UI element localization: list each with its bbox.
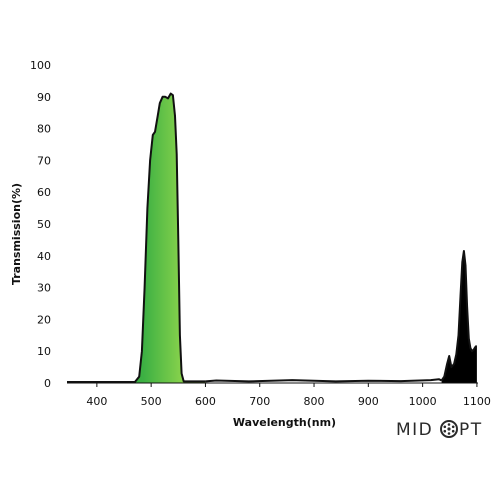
y-axis-label: Transmission(%)	[10, 183, 23, 285]
series-area-2	[441, 251, 477, 383]
x-tick-label: 1000	[409, 395, 437, 408]
x-tick-label: 1100	[463, 395, 491, 408]
y-tick-label: 30	[37, 282, 51, 295]
x-tick-labels: 400 500 600 700 800 900 1000 1100	[86, 383, 491, 408]
x-tick-label: 400	[86, 395, 107, 408]
series-layer	[67, 92, 477, 383]
y-tick-label: 70	[37, 154, 51, 167]
y-tick-label: 90	[37, 91, 51, 104]
y-tick-label: 40	[37, 250, 51, 263]
y-tick-label: 100	[30, 59, 51, 72]
y-tick-label: 20	[37, 313, 51, 326]
x-tick-label: 900	[358, 395, 379, 408]
lens-icon	[440, 420, 458, 438]
y-tick-labels: 0 10 20 30 40 50 60 70 80 90 100	[30, 59, 51, 390]
x-tick-label: 600	[195, 395, 216, 408]
midopt-logo: MID PT	[396, 420, 483, 440]
y-tick-label: 60	[37, 186, 51, 199]
series-line-0	[67, 92, 206, 383]
series-line-1	[205, 378, 443, 383]
y-tick-label: 0	[44, 377, 51, 390]
y-tick-label: 80	[37, 123, 51, 136]
series-line-2	[440, 250, 477, 382]
x-tick-label: 700	[249, 395, 270, 408]
y-tick-label: 50	[37, 218, 51, 231]
logo-text-left: MID	[396, 420, 433, 440]
logo-text-right: PT	[459, 420, 483, 440]
series-area-0	[67, 93, 206, 383]
x-tick-label: 500	[141, 395, 162, 408]
y-tick-label: 10	[37, 345, 51, 358]
x-axis-label: Wavelength(nm)	[233, 416, 336, 429]
x-tick-label: 800	[304, 395, 325, 408]
